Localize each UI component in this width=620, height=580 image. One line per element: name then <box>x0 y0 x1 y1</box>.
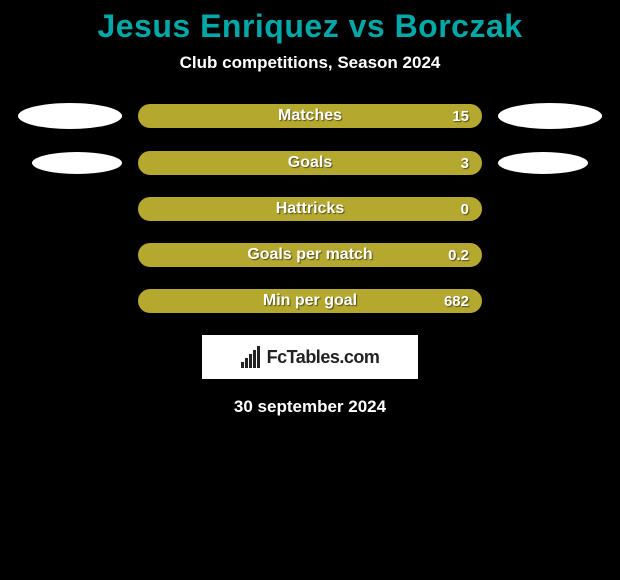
barchart-icon <box>241 346 263 368</box>
logo-box: FcTables.com <box>202 335 418 379</box>
stat-row: Goals per match0.2 <box>0 243 620 267</box>
stat-label: Goals <box>139 152 481 174</box>
date-text: 30 september 2024 <box>0 397 620 417</box>
stat-value: 0 <box>461 198 469 220</box>
stat-label: Min per goal <box>139 290 481 312</box>
stat-label: Goals per match <box>139 244 481 266</box>
stat-label: Hattricks <box>139 198 481 220</box>
stat-value: 0.2 <box>448 244 469 266</box>
stat-row: Matches15 <box>0 103 620 129</box>
right-oval <box>498 152 588 174</box>
stat-value: 3 <box>461 152 469 174</box>
stat-value: 682 <box>444 290 469 312</box>
page-title: Jesus Enriquez vs Borczak <box>0 8 620 45</box>
logo-text: FcTables.com <box>267 347 380 368</box>
page-subtitle: Club competitions, Season 2024 <box>0 53 620 73</box>
stat-bar: Matches15 <box>138 104 482 128</box>
stat-label: Matches <box>139 105 481 127</box>
stats-area: Matches15 Goals3 Hattricks0 Goals per match… <box>0 103 620 313</box>
stat-row: Hattricks0 <box>0 197 620 221</box>
left-oval <box>18 103 122 129</box>
right-oval <box>498 103 602 129</box>
stat-bar: Hattricks0 <box>138 197 482 221</box>
stat-bar: Goals3 <box>138 151 482 175</box>
infographic-container: Jesus Enriquez vs Borczak Club competiti… <box>0 0 620 417</box>
stat-bar: Min per goal682 <box>138 289 482 313</box>
stat-row: Goals3 <box>0 151 620 175</box>
stat-row: Min per goal682 <box>0 289 620 313</box>
stat-value: 15 <box>452 105 469 127</box>
stat-bar: Goals per match0.2 <box>138 243 482 267</box>
left-oval <box>32 152 122 174</box>
